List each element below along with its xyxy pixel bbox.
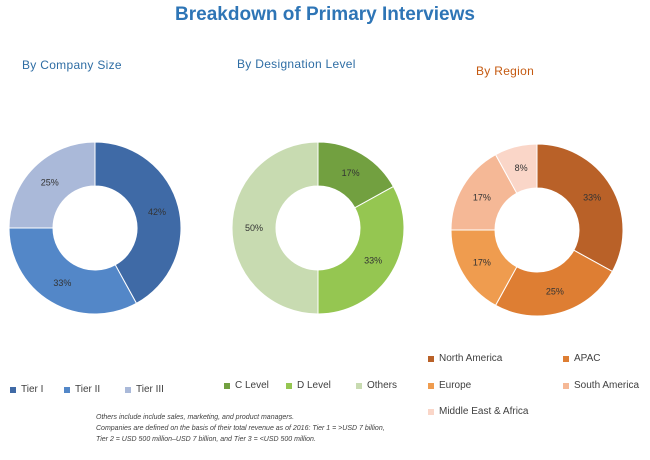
chart-1-data-label-3: 25% bbox=[41, 178, 59, 188]
chart-1-data-label-2: 33% bbox=[53, 278, 71, 288]
legend-item-chart-2-3: Others bbox=[356, 380, 397, 391]
chart-3-data-label-5: 8% bbox=[515, 163, 528, 173]
legend-label: Tier II bbox=[75, 384, 101, 395]
footnote-line-2: Companies are defined on the basis of th… bbox=[96, 425, 385, 432]
footnote-line-1: Others include include sales, marketing,… bbox=[96, 414, 295, 421]
chart-2-data-label-2: 33% bbox=[364, 256, 382, 266]
legend-item-chart-1-3: Tier III bbox=[125, 384, 164, 395]
legend-label: Europe bbox=[439, 380, 472, 391]
chart-2-title: By Designation Level bbox=[237, 57, 356, 71]
chart-3-data-label-3: 17% bbox=[473, 258, 491, 268]
legend-swatch bbox=[224, 382, 230, 389]
chart-3-slice-5 bbox=[494, 143, 538, 194]
legend-item-chart-1-1: Tier I bbox=[10, 384, 43, 395]
legend-item-chart-2-1: C Level bbox=[224, 380, 269, 391]
legend-label: South America bbox=[574, 380, 640, 391]
legend-swatch bbox=[563, 355, 569, 362]
chart-3-data-label-4: 17% bbox=[473, 192, 491, 202]
legend-swatch bbox=[563, 382, 569, 389]
legend-item-chart-2-2: D Level bbox=[286, 380, 331, 391]
legend-swatch bbox=[125, 386, 131, 393]
chart-3-slice-2 bbox=[494, 249, 614, 317]
legend-swatch bbox=[428, 382, 434, 389]
legend-label: North America bbox=[439, 353, 503, 364]
legend-item-chart-3-4: South America bbox=[563, 380, 639, 391]
legend-swatch bbox=[356, 382, 362, 389]
chart-2-slice-2 bbox=[317, 185, 405, 315]
chart-1-data-label-1: 42% bbox=[148, 207, 166, 217]
chart-3-data-label-1: 33% bbox=[583, 192, 601, 202]
legend-item-chart-3-5: Middle East & Africa bbox=[428, 406, 528, 417]
legend-swatch bbox=[64, 386, 70, 393]
chart-2-slice-3 bbox=[231, 141, 319, 315]
legend-item-chart-3-2: APAC bbox=[563, 353, 601, 364]
chart-2-data-label-3: 50% bbox=[245, 223, 263, 233]
chart-3-slice-1 bbox=[536, 143, 624, 273]
chart-1-title: By Company Size bbox=[22, 58, 122, 72]
legend-item-chart-3-3: Europe bbox=[428, 380, 471, 391]
legend-swatch bbox=[10, 386, 16, 393]
chart-1-slice-1 bbox=[94, 141, 182, 305]
legend-label: Tier I bbox=[21, 384, 44, 395]
legend-label: Others bbox=[367, 380, 398, 391]
legend-label: C Level bbox=[235, 380, 269, 391]
chart-3-data-label-2: 25% bbox=[546, 286, 564, 296]
footnote-line-3: Tier 2 = USD 500 million–USD 7 billion, … bbox=[96, 436, 316, 443]
legend-label: APAC bbox=[574, 353, 601, 364]
chart-1-slice-2 bbox=[8, 227, 138, 315]
chart-title: Breakdown of Primary Interviews bbox=[175, 4, 475, 25]
legend-label: D Level bbox=[297, 380, 331, 391]
legend-swatch bbox=[286, 382, 292, 389]
chart-1-slice-3 bbox=[8, 141, 96, 229]
legend-swatch bbox=[428, 408, 434, 415]
legend-item-chart-1-2: Tier II bbox=[64, 384, 100, 395]
chart-2-data-label-1: 17% bbox=[342, 168, 360, 178]
legend-label: Middle East & Africa bbox=[439, 406, 529, 417]
legend-item-chart-3-1: North America bbox=[428, 353, 502, 364]
legend-label: Tier III bbox=[136, 384, 164, 395]
chart-3-title: By Region bbox=[476, 64, 535, 78]
legend-swatch bbox=[428, 355, 434, 362]
footnote: Others include include sales, marketing,… bbox=[96, 412, 496, 445]
